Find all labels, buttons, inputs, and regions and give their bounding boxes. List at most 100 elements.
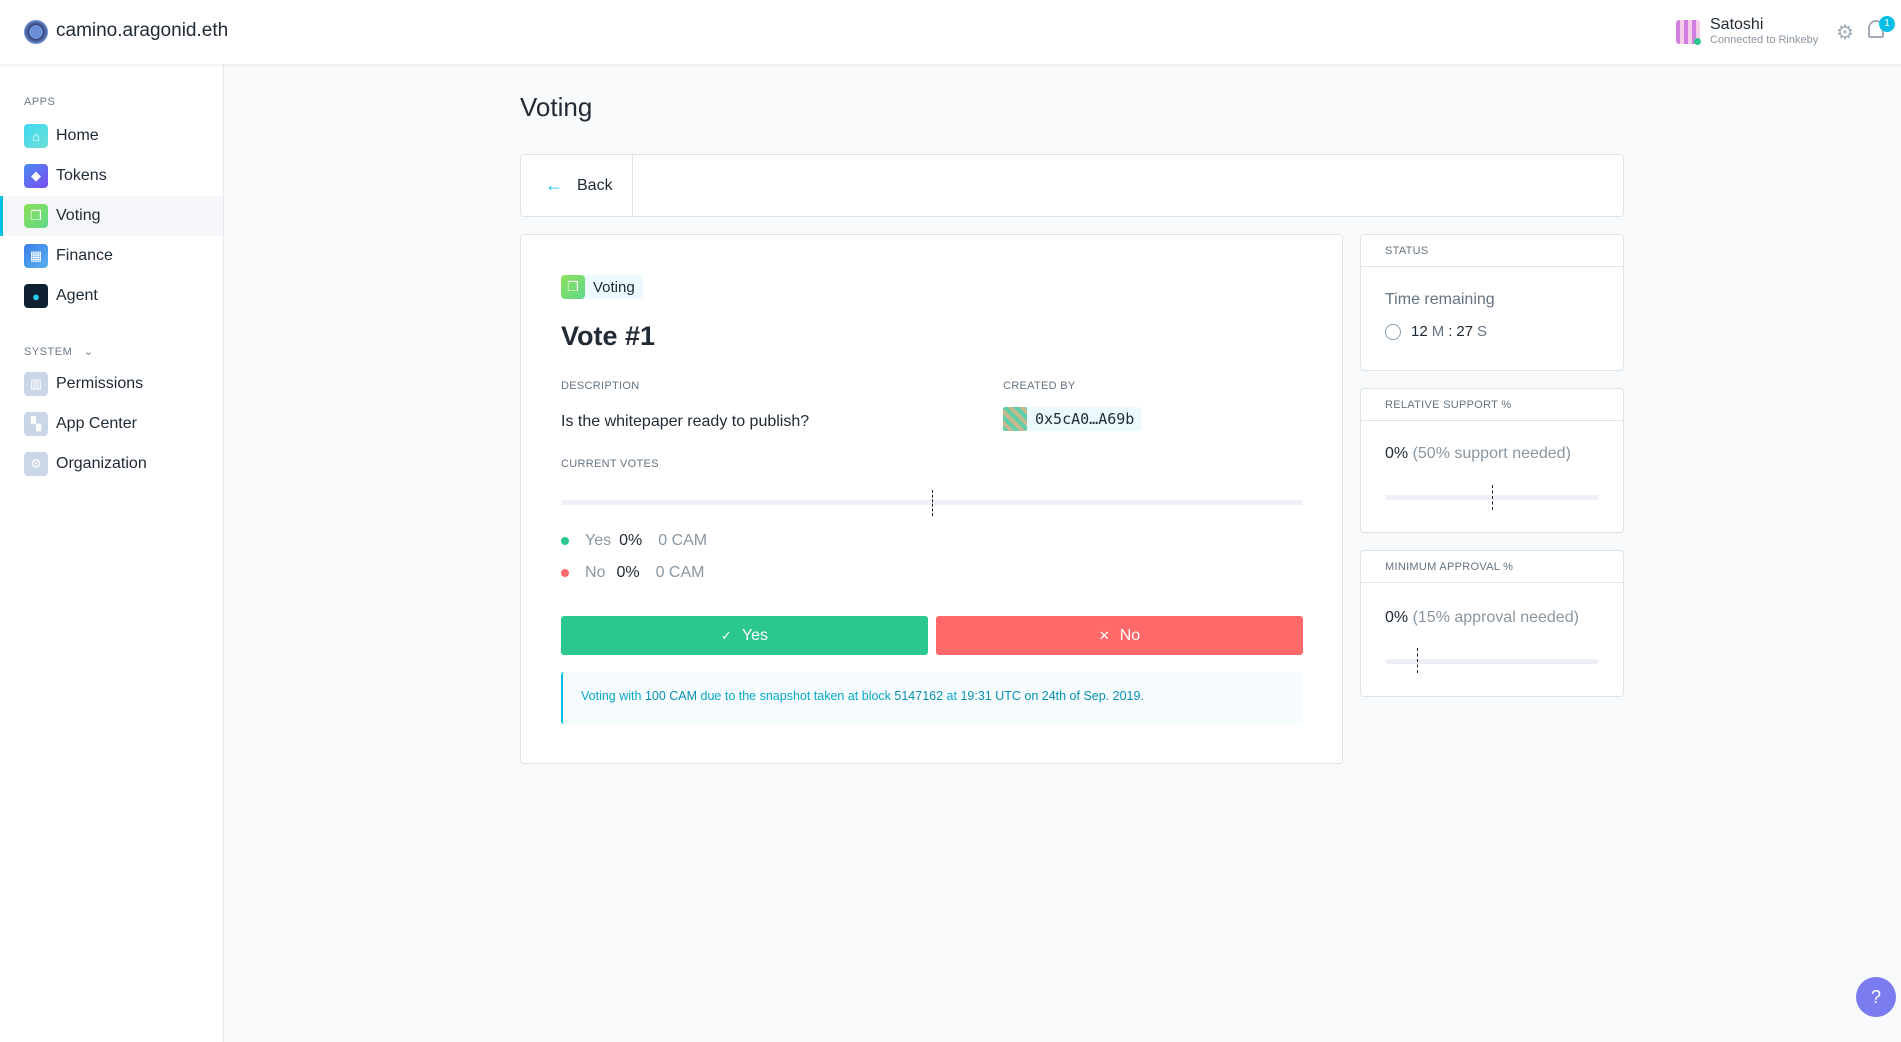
notification-badge: 1 <box>1879 16 1895 32</box>
yes-label: Yes <box>585 532 612 549</box>
info-text: at <box>943 689 961 703</box>
close-icon: ✕ <box>1098 627 1110 643</box>
sidebar-item-voting[interactable]: ❐ Voting <box>0 196 223 236</box>
minimum-approval-value: 0% <box>1385 609 1409 626</box>
relative-support-value: 0% <box>1385 445 1409 462</box>
sidebar-item-label: Tokens <box>56 167 107 184</box>
app-center-icon: ▚ <box>24 412 48 436</box>
finance-icon: ▦ <box>24 244 48 268</box>
vote-card: ❐ Voting Vote #1 DESCRIPTION Is the whit… <box>520 234 1343 764</box>
home-icon: ⌂ <box>24 124 48 148</box>
relative-support-card: RELATIVE SUPPORT % 0% (50% support neede… <box>1360 388 1624 533</box>
sidebar: APPS ⌂ Home ◆ Tokens ❐ Voting ▦ Finance ● Age… <box>0 64 224 1042</box>
minimum-approval-header: MINIMUM APPROVAL % <box>1361 551 1623 583</box>
sidebar-item-label: Organization <box>56 455 147 472</box>
gear-icon[interactable]: ⚙ <box>1836 22 1854 44</box>
sidebar-item-label: Agent <box>56 287 98 304</box>
org-name[interactable]: camino.aragonid.eth <box>56 20 229 41</box>
app-tag-label: Voting <box>593 278 635 296</box>
sidebar-item-organization[interactable]: ⚙ Organization <box>0 444 223 484</box>
minutes: 12 <box>1411 323 1428 340</box>
no-percent: 0% <box>616 564 640 581</box>
relative-support-header: RELATIVE SUPPORT % <box>1361 389 1623 421</box>
separator: : <box>1448 323 1453 340</box>
no-label: No <box>585 564 606 581</box>
sidebar-item-label: Voting <box>56 207 101 224</box>
minutes-unit: M <box>1431 323 1445 340</box>
sidebar-item-agent[interactable]: ● Agent <box>0 276 223 316</box>
sidebar-item-label: Permissions <box>56 375 144 392</box>
info-text: due to the snapshot taken at block <box>697 689 895 703</box>
vote-no-button[interactable]: ✕ No <box>936 616 1303 655</box>
seconds-unit: S <box>1477 323 1488 340</box>
relative-support-value-row: 0% (50% support needed) <box>1385 445 1571 463</box>
sidebar-item-app-center[interactable]: ▚ App Center <box>0 404 223 444</box>
agent-icon: ● <box>24 284 48 308</box>
snapshot-info-box: Voting with 100 CAM due to the snapshot … <box>561 672 1303 724</box>
minimum-approval-threshold-marker <box>1417 648 1419 673</box>
info-text: Voting with <box>581 689 645 703</box>
yes-percent: 0% <box>619 532 643 549</box>
created-by-label: CREATED BY <box>1003 380 1076 392</box>
current-votes-label: CURRENT VOTES <box>561 458 659 470</box>
apps-section-label: APPS <box>24 96 56 108</box>
status-header: STATUS <box>1361 235 1623 267</box>
sidebar-item-tokens[interactable]: ◆ Tokens <box>0 156 223 196</box>
creator-address-badge[interactable]: 0x5cA0…A69b <box>1003 407 1143 431</box>
sidebar-item-finance[interactable]: ▦ Finance <box>0 236 223 276</box>
check-icon: ✓ <box>720 627 732 643</box>
chevron-down-icon: ⌄ <box>83 346 94 358</box>
system-section-label: SYSTEM <box>24 346 73 358</box>
creator-identicon <box>1003 407 1027 431</box>
info-block: 5147162 <box>894 689 944 703</box>
vote-title: Vote #1 <box>561 321 656 351</box>
vote-yes-button[interactable]: ✓ Yes <box>561 616 928 655</box>
tokens-icon: ◆ <box>24 164 48 188</box>
user-name[interactable]: Satoshi <box>1710 16 1764 33</box>
connected-dot-icon <box>1694 38 1701 45</box>
no-votes-row: No 0% 0 CAM <box>561 564 704 582</box>
arrow-left-icon: ← <box>545 175 563 195</box>
minimum-approval-bar <box>1385 659 1599 664</box>
creator-address: 0x5cA0…A69b <box>1035 410 1135 428</box>
description-label: DESCRIPTION <box>561 380 640 392</box>
page-title: Voting <box>520 92 593 122</box>
vote-no-label: No <box>1119 626 1141 644</box>
yes-dot-icon <box>561 537 569 545</box>
yes-votes-row: Yes 0% 0 CAM <box>561 532 707 550</box>
sidebar-item-home[interactable]: ⌂ Home <box>0 116 223 156</box>
back-label: Back <box>577 176 613 194</box>
org-logo-icon <box>24 20 48 44</box>
system-section-toggle[interactable]: SYSTEM ⌄ <box>24 345 94 358</box>
relative-support-threshold-marker <box>1492 485 1493 510</box>
sidebar-item-permissions[interactable]: ▥ Permissions <box>0 364 223 404</box>
app-tag: ❐ Voting <box>561 275 643 299</box>
support-threshold-marker <box>932 490 933 516</box>
sidebar-item-label: App Center <box>56 415 137 432</box>
sidebar-item-label: Finance <box>56 247 113 264</box>
no-amount: 0 CAM <box>655 564 705 581</box>
clock-icon <box>1385 323 1401 340</box>
status-card: STATUS Time remaining 12 M:27 S <box>1360 234 1624 371</box>
help-button[interactable]: ? <box>1856 977 1896 1017</box>
vote-yes-label: Yes <box>741 626 768 644</box>
countdown: 12 M:27 S <box>1385 323 1487 340</box>
no-dot-icon <box>561 569 569 577</box>
yes-amount: 0 CAM <box>658 532 708 549</box>
voting-icon: ❐ <box>24 204 48 228</box>
info-amount: 100 CAM <box>644 689 698 703</box>
info-time: 19:31 UTC on 24th of Sep. 2019. <box>960 689 1144 703</box>
permissions-icon: ▥ <box>24 372 48 396</box>
voting-icon: ❐ <box>561 275 585 299</box>
description-text: Is the whitepaper ready to publish? <box>561 413 810 430</box>
relative-support-needed: (50% support needed) <box>1412 445 1571 462</box>
organization-icon: ⚙ <box>24 452 48 476</box>
top-bar: camino.aragonid.eth Satoshi Connected to… <box>0 0 1901 64</box>
network-status: Connected to Rinkeby <box>1710 34 1819 46</box>
minimum-approval-value-row: 0% (15% approval needed) <box>1385 609 1579 627</box>
back-button[interactable]: ← Back <box>521 155 633 216</box>
minimum-approval-needed: (15% approval needed) <box>1412 609 1579 626</box>
seconds: 27 <box>1456 323 1474 340</box>
time-remaining-label: Time remaining <box>1385 291 1495 308</box>
minimum-approval-card: MINIMUM APPROVAL % 0% (15% approval need… <box>1360 550 1624 697</box>
